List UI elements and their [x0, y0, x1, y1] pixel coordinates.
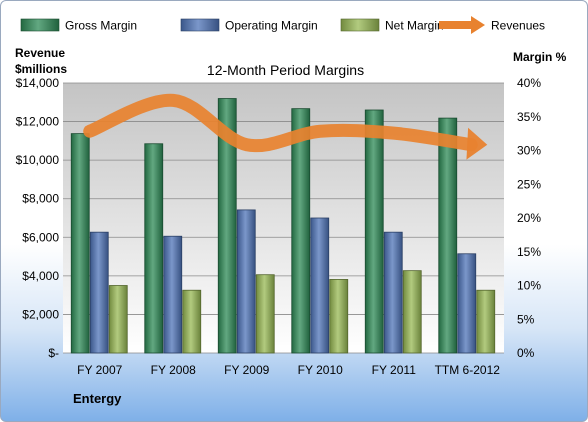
right-tick-label: 30% [517, 144, 541, 158]
x-tick-label: FY 2008 [151, 363, 196, 377]
left-tick-label: $2,000 [22, 307, 59, 321]
bar-operating-margin [89, 231, 109, 354]
right-tick-label: 15% [517, 245, 541, 259]
left-tick-label: $8,000 [22, 192, 59, 206]
bar-net-margin [402, 270, 422, 354]
legend-swatch-gross-margin [20, 18, 60, 32]
right-tick-label: 5% [517, 312, 535, 326]
legend-swatch-operating-margin [180, 18, 220, 32]
bar-gross-margin [217, 98, 237, 354]
bar-operating-margin [310, 217, 330, 354]
bar-gross-margin [291, 108, 311, 354]
bar-operating-margin [236, 209, 256, 354]
legend-label: Gross Margin [65, 19, 137, 33]
bar-net-margin [255, 274, 275, 354]
revenues-line [83, 93, 478, 153]
right-tick-label: 40% [517, 76, 541, 90]
bar-gross-margin [364, 109, 384, 354]
bar-operating-margin [383, 231, 403, 354]
legend-swatch-net-margin [340, 18, 380, 32]
x-tick-label: TTM 6-2012 [435, 363, 501, 377]
bar-gross-margin [70, 133, 90, 354]
left-tick-label: $12,000 [16, 115, 60, 129]
right-axis-title: Margin % [513, 50, 567, 64]
revenues-arrowhead [466, 127, 488, 160]
bar-net-margin [108, 285, 128, 354]
left-tick-label: $10,000 [16, 153, 60, 167]
x-tick-label: FY 2009 [224, 363, 269, 377]
right-tick-label: 20% [517, 211, 541, 225]
bar-operating-margin [457, 253, 477, 354]
x-tick-label: FY 2010 [298, 363, 343, 377]
legend-arrow-revenues [471, 16, 485, 34]
left-axis-title: Revenue [15, 46, 65, 60]
left-tick-label: $14,000 [16, 76, 60, 90]
legend-label: Net Margin [385, 19, 444, 33]
chart-title: 12-Month Period Margins [207, 62, 364, 78]
left-tick-label: $- [48, 346, 59, 360]
right-tick-label: 35% [517, 110, 541, 124]
bar-net-margin [329, 279, 349, 354]
legend-label: Operating Margin [225, 19, 318, 33]
bar-net-margin [476, 289, 496, 354]
legend-label: Revenues [491, 19, 545, 33]
right-tick-label: 0% [517, 346, 535, 360]
company-label: Entergy [73, 391, 122, 406]
left-tick-label: $6,000 [22, 230, 59, 244]
plot-area [63, 83, 504, 353]
bar-gross-margin [144, 143, 164, 354]
bar-gross-margin [438, 117, 458, 354]
x-tick-label: FY 2007 [77, 363, 122, 377]
left-tick-label: $4,000 [22, 269, 59, 283]
bar-operating-margin [163, 235, 183, 354]
bar-net-margin [182, 289, 202, 354]
right-tick-label: 25% [517, 177, 541, 191]
x-tick-label: FY 2011 [372, 363, 417, 377]
right-tick-label: 10% [517, 279, 541, 293]
left-axis-subtitle: $millions [15, 62, 67, 76]
